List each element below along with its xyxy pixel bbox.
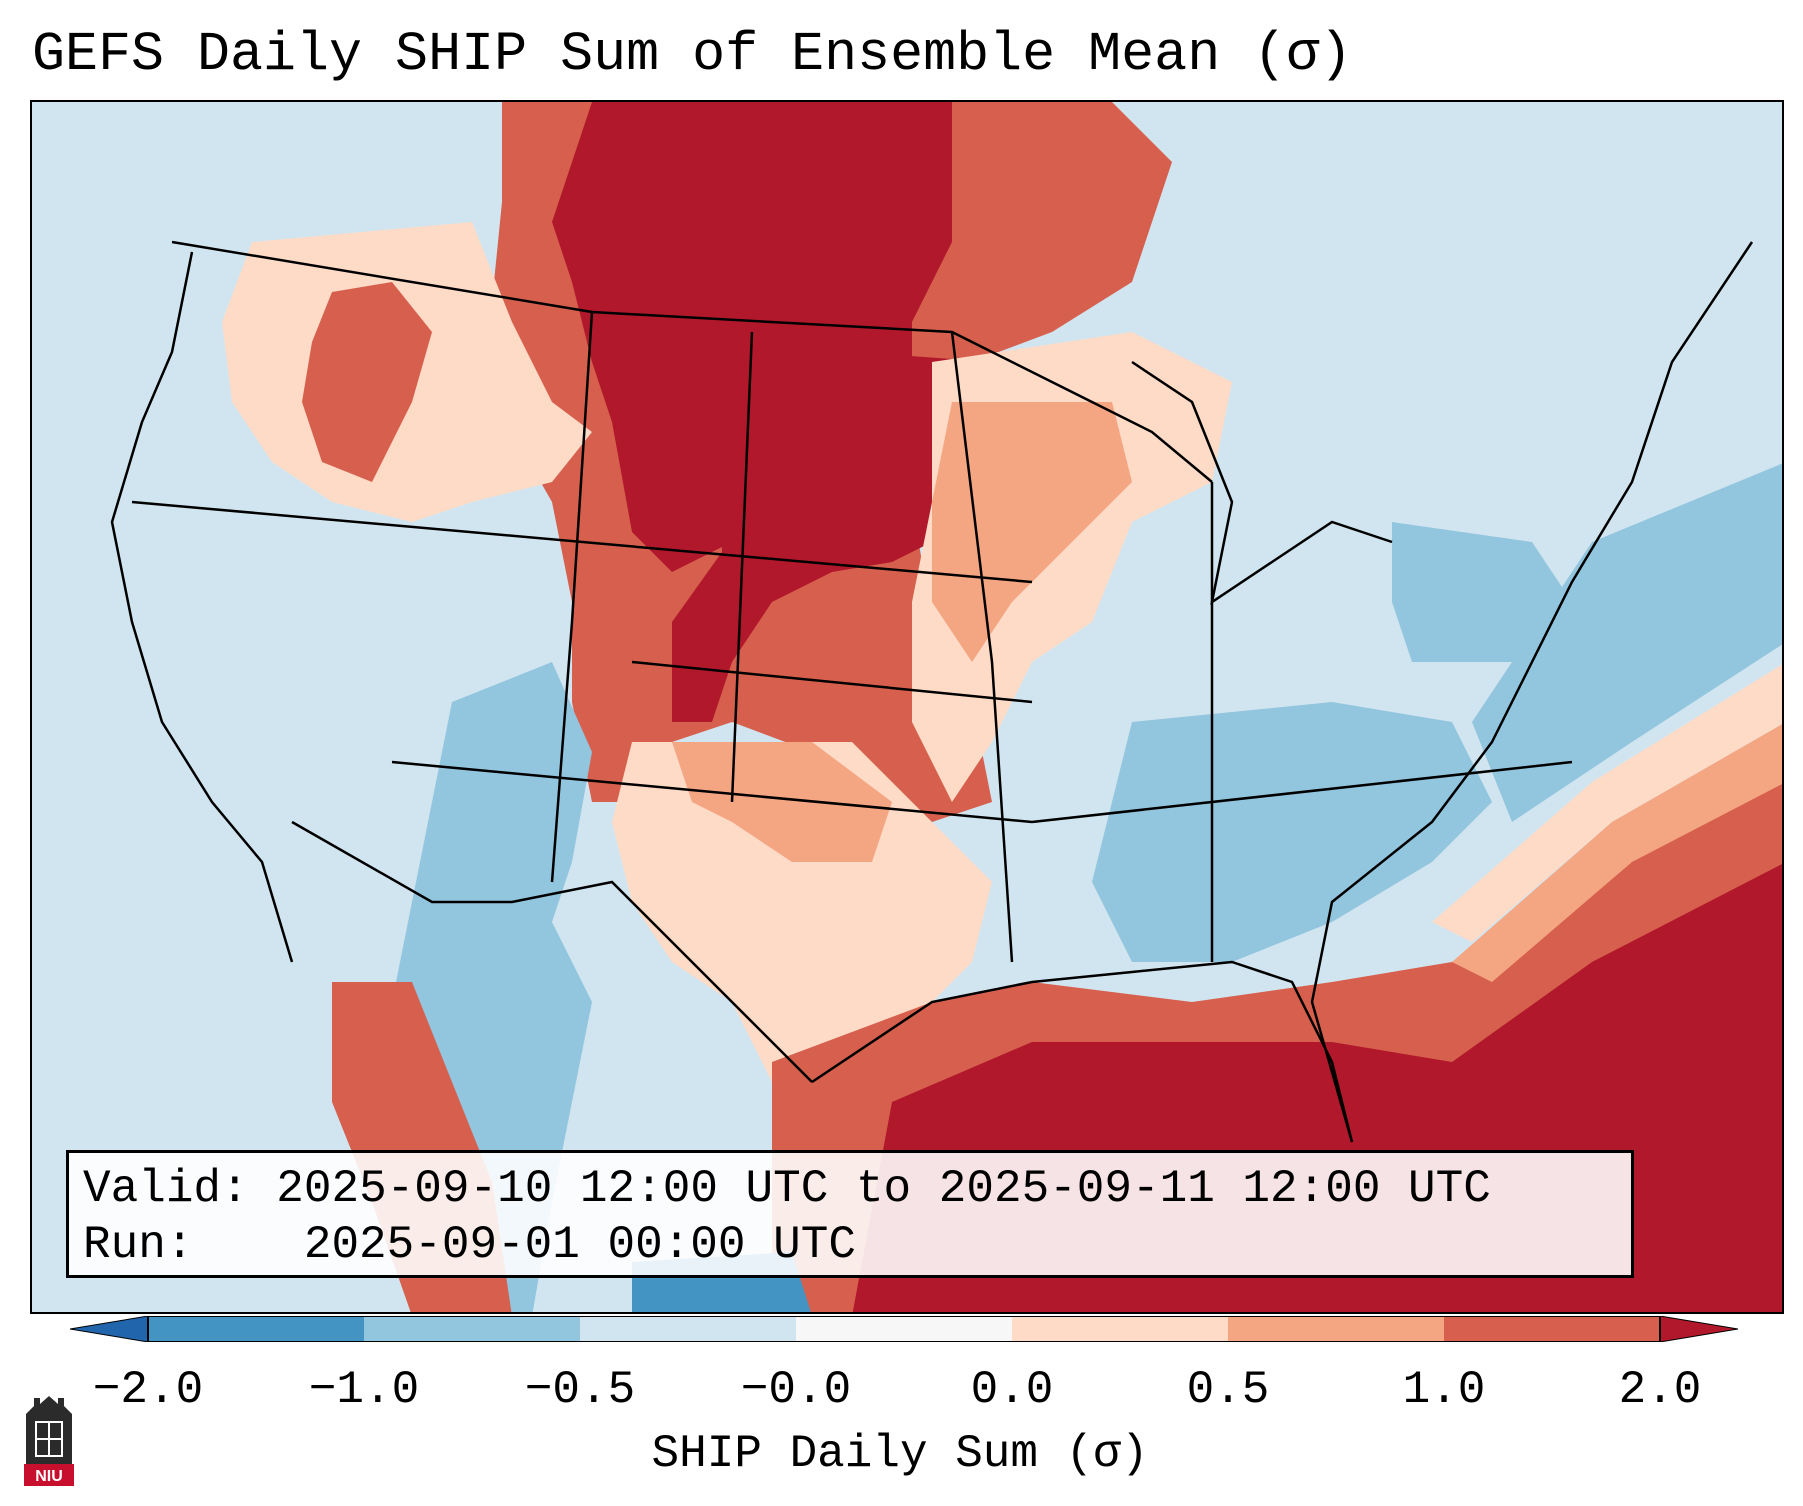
border-east-west-2 [391, 760, 1033, 824]
colorbar-segment-1 [148, 1316, 364, 1342]
border-north-south-1 [550, 311, 594, 883]
region-southeast-cool [1092, 702, 1492, 962]
border-east-west-3 [1031, 760, 1573, 824]
border-east-west-1 [131, 500, 1033, 584]
region-atlantic-cool [1472, 463, 1782, 822]
us-mexico-border [291, 820, 813, 1083]
map-title: GEFS Daily SHIP Sum of Ensemble Mean (σ) [32, 23, 1353, 86]
region-midwest-mid [932, 402, 1132, 662]
region-atlantic-mid-band [1452, 724, 1782, 982]
colorbar-outline [147, 1316, 1661, 1342]
region-texas-mid [672, 742, 892, 862]
border-north-south-2 [730, 331, 754, 803]
colorbar-segment-4 [796, 1316, 1012, 1342]
colorbar-tick-label-5: 0.0 [970, 1364, 1054, 1416]
colorbar-tick-label-3: −0.5 [524, 1364, 636, 1416]
niu-logo-icon: NIU [24, 1396, 74, 1486]
colorbar-label: SHIP Daily Sum (σ) [651, 1428, 1149, 1480]
great-lakes [1131, 360, 1393, 605]
colorbar-segment-5 [1012, 1316, 1228, 1342]
logo-text: NIU [35, 1468, 63, 1485]
colorbar-segment-6 [1228, 1316, 1444, 1342]
colorbar-segment-3 [580, 1316, 796, 1342]
valid-run-info-box: Valid: 2025-09-10 12:00 UTC to 2025-09-1… [66, 1150, 1634, 1278]
colorbar-over-triangle [1659, 1316, 1738, 1342]
colorbar-tick-label-6: 0.5 [1186, 1364, 1270, 1416]
colorbar-segment-7 [1444, 1316, 1660, 1342]
region-texas-warm [612, 742, 992, 1082]
east-coast [1310, 241, 1754, 1143]
region-dakota-very-high [672, 342, 992, 722]
region-atlantic-warm-band [1432, 664, 1782, 942]
colorbar-tick-label-1: −2.0 [92, 1364, 204, 1416]
colorbar-segment-2 [364, 1316, 580, 1342]
colorbar-tick-label-7: 1.0 [1402, 1364, 1486, 1416]
region-northeast-cool [1392, 522, 1572, 662]
colorbar-under-triangle [70, 1316, 149, 1342]
ship-field-map [32, 102, 1782, 1312]
logo-banner [24, 1464, 74, 1486]
map-panel [30, 100, 1784, 1314]
border-east-west-4 [631, 660, 1033, 704]
colorbar-tick-label-4: −0.0 [740, 1364, 852, 1416]
state-borders [110, 240, 1754, 1143]
run-value: 2025-09-01 00:00 UTC [303, 1219, 856, 1271]
region-northwest-high [302, 282, 432, 482]
valid-value: 2025-09-10 12:00 UTC to 2025-09-11 12:00… [276, 1163, 1491, 1215]
border-north-south-3 [950, 331, 1014, 963]
colorbar [70, 1316, 1738, 1342]
west-coast [110, 251, 294, 963]
colorbar-tick-label-8: 2.0 [1618, 1364, 1702, 1416]
run-label: Run: [83, 1219, 194, 1271]
colorbar-tick-label-2: −1.0 [308, 1364, 420, 1416]
valid-label: Valid: [83, 1163, 249, 1215]
us-canada-border [171, 240, 1213, 483]
